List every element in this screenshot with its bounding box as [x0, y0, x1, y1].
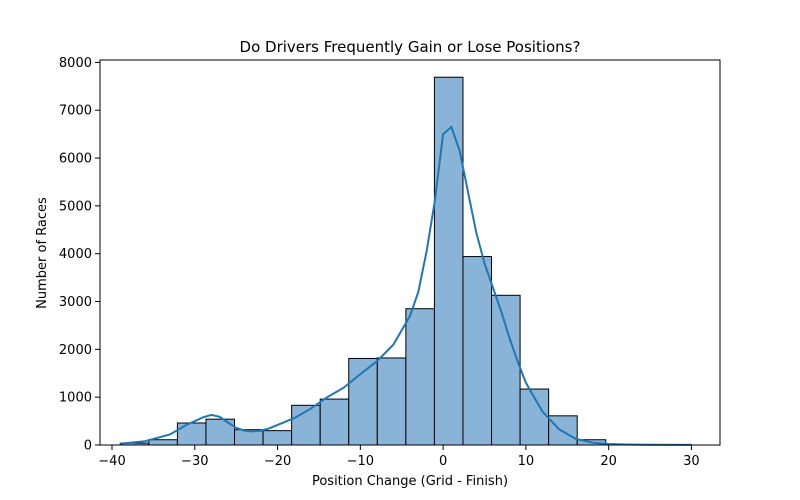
histogram-bar [462, 256, 493, 446]
kde-line [120, 125, 692, 446]
histogram-bar [491, 294, 521, 446]
x-tick-label: 30 [683, 454, 700, 469]
chart-title: Do Drivers Frequently Gain or Lose Posit… [240, 38, 581, 56]
y-tick-label: 0 [84, 439, 92, 454]
x-tick-label: −40 [98, 454, 125, 469]
x-tick-label: 0 [439, 454, 447, 469]
y-tick-label: 8000 [59, 56, 92, 71]
y-tick-label: 2000 [59, 343, 92, 358]
y-tick-label: 5000 [59, 199, 92, 214]
y-tick-label: 3000 [59, 295, 92, 310]
x-tick-label: −10 [347, 454, 374, 469]
x-tick-label: −30 [181, 454, 208, 469]
histogram-bar [176, 422, 207, 446]
plot-frame [99, 59, 721, 446]
y-axis-title: Number of Races [35, 197, 50, 309]
histogram-bar [262, 430, 293, 446]
x-tick-label: −20 [264, 454, 291, 469]
y-tick-label: 1000 [59, 391, 92, 406]
y-tick-label: 4000 [59, 247, 92, 262]
histogram-bar [433, 76, 464, 446]
histogram-bar [376, 357, 407, 446]
x-tick-label: 20 [600, 454, 617, 469]
y-tick-label: 7000 [59, 104, 92, 119]
x-axis-title: Position Change (Grid - Finish) [312, 474, 508, 489]
x-tick-label: 10 [518, 454, 535, 469]
tick-labels: −40 −30 −20 −10 0 10 20 30 0 1000 2000 3000 4000 5000… [59, 56, 700, 469]
axes [95, 59, 721, 450]
histogram-bar [148, 439, 178, 446]
y-tick-label: 6000 [59, 152, 92, 167]
histogram-bars [119, 76, 692, 446]
histogram-bar [319, 398, 350, 446]
histogram-bar [405, 308, 435, 446]
